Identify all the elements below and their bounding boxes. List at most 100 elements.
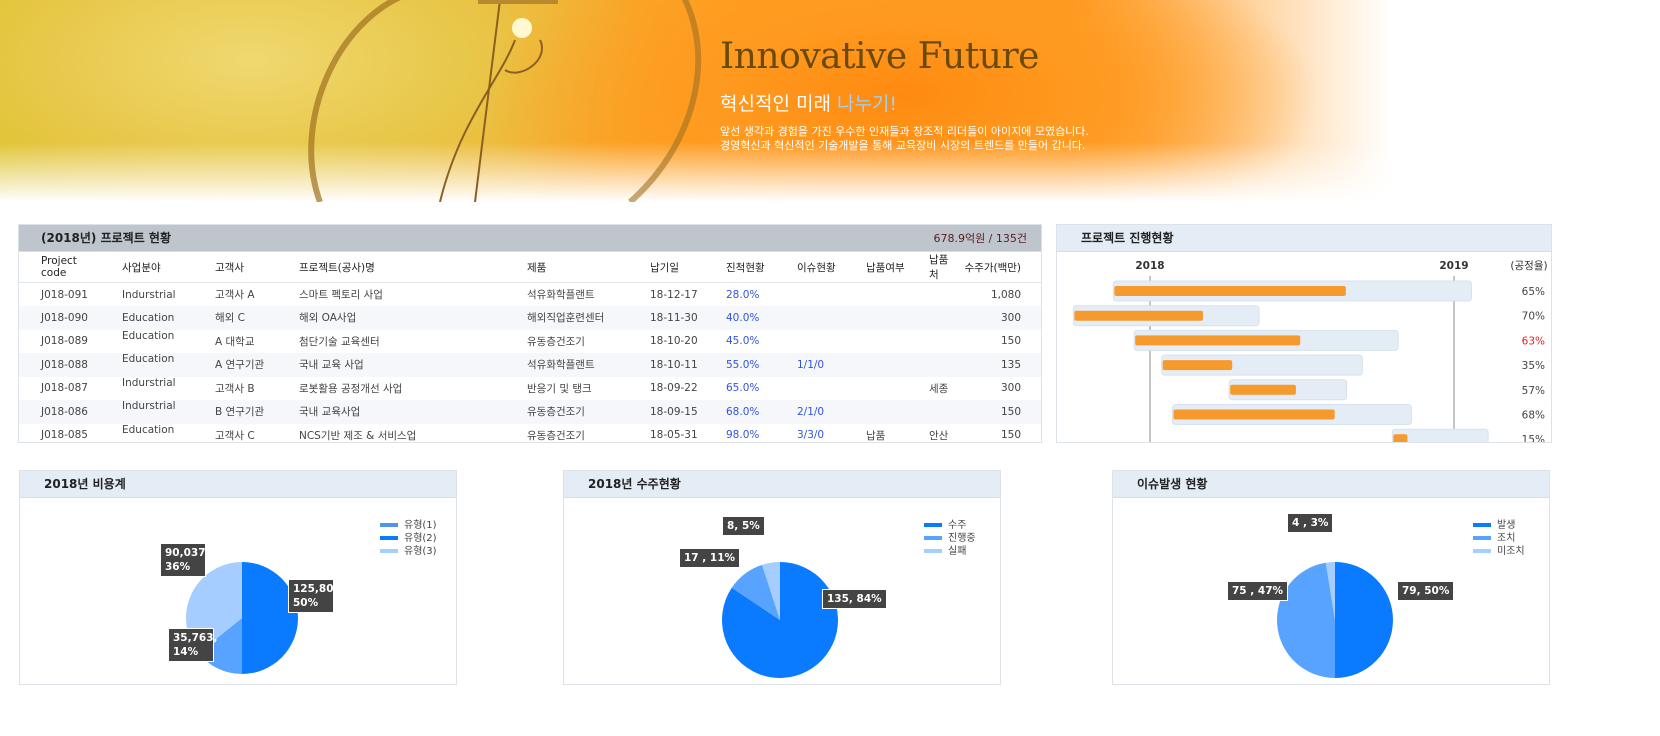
table-cell: 18-09-15 — [628, 400, 704, 424]
chart-legend: 수주 진행중 실패 — [924, 519, 976, 558]
table-cell: 유동층건조기 — [505, 400, 628, 424]
progress-percent: 70% — [1522, 311, 1545, 323]
column-header: 이슈현황 — [775, 252, 844, 283]
table-cell: A 연구기관 — [193, 353, 277, 377]
pie-slice[interactable] — [1325, 562, 1335, 620]
hero-banner: Innovative Future 혁신적인 미래 나누기! 앞선 생각과 경험… — [0, 0, 1420, 202]
table-cell: 28.0% — [726, 288, 760, 301]
column-header: 납품여부 — [844, 252, 907, 283]
table-cell: 고객사 A — [215, 289, 255, 301]
table-cell: 135 — [957, 353, 1041, 377]
table-cell — [907, 400, 957, 424]
column-header: 수주가(백만) — [957, 252, 1041, 283]
table-row[interactable]: J018-090 Education 해외 C 해외 OA사업 해외직업훈련센터 18-1… — [19, 306, 1041, 330]
table-cell — [907, 283, 957, 307]
table-row[interactable]: J018-087 Indurstrial 고객사 B 로봇활용 공정개선 사업 반응기 … — [19, 377, 1041, 401]
progress-percent: 63% — [1522, 335, 1545, 347]
legend-label: 미조치 — [1497, 546, 1525, 557]
legend-label: 실패 — [948, 546, 967, 557]
table-row[interactable]: J018-088 Education A 연구기관 국내 교육 사업 석유화학플랜트 18… — [19, 353, 1041, 377]
legend-swatch — [1473, 523, 1491, 527]
table-cell — [844, 400, 907, 424]
table-cell — [775, 377, 844, 401]
pie-chart-panel: 2018년 비용계 125,800, 50% 35,763, 14% 90,037, … — [19, 470, 457, 685]
table-cell: Indurstrial — [122, 288, 176, 301]
pie-chart-panel: 이슈발생 현황 79, 50% 75 , 47% 4 , 3% 발생 조치 미조치 — [1112, 470, 1550, 685]
table-cell: J018-087 — [41, 382, 88, 395]
legend-item[interactable]: 발생 — [1473, 519, 1525, 532]
table-cell: 해외 C — [193, 306, 277, 330]
gantt-chart: 2018 2019 (공정율) 65% 70% 63% 35% 57% 68% 15% — [1072, 260, 1548, 450]
chart-legend: 유형(1) 유형(2) 유형(3) — [380, 519, 437, 558]
progress-gantt-panel: 프로젝트 진행현황 2018 2019 (공정율) 65% 70% 63% 35% 57% 68… — [1056, 224, 1552, 450]
slice-data-label: 79, 50% — [1397, 581, 1455, 601]
pie-slice[interactable] — [762, 562, 780, 620]
table-header-row: Project code 사업분야 고객사 프로젝트(공사)명 제품 납기일 진척현황 이슈현… — [19, 252, 1041, 283]
table-cell: 18-12-17 — [650, 288, 698, 301]
legend-item[interactable]: 유형(2) — [380, 532, 437, 545]
table-cell: 반응기 및 탱크 — [527, 382, 592, 395]
progress-percent: 15% — [1522, 434, 1545, 442]
table-row[interactable]: J018-089 Education A 대학교 첨단기술 교육센터 유동층건조기 18-… — [19, 330, 1041, 354]
table-cell: Education — [100, 306, 193, 330]
table-cell: 18-09-22 — [650, 382, 698, 395]
year-label: 2018 — [1135, 260, 1164, 272]
table-cell: 45.0% — [726, 335, 760, 348]
column-header: 프로젝트(공사)명 — [277, 252, 505, 283]
table-cell: 300 — [1000, 382, 1021, 395]
chart-legend: 발생 조치 미조치 — [1473, 519, 1525, 558]
slice-data-label: 135, 84% — [822, 589, 887, 609]
legend-item[interactable]: 유형(3) — [380, 545, 437, 558]
pie-slice[interactable] — [242, 562, 298, 674]
panel-title: (2018년) 프로젝트 현황 — [41, 231, 172, 245]
pie-slice[interactable] — [1277, 562, 1335, 678]
table-row[interactable]: J018-085 Education 고객사 C NCS기반 제조 & 서비스업 유동층… — [19, 424, 1041, 448]
legend-item[interactable]: 조치 — [1473, 532, 1525, 545]
table-cell: NCS기반 제조 & 서비스업 — [299, 429, 417, 442]
slice-data-label: 125,800, 50% — [288, 579, 345, 613]
pie-slice[interactable] — [1335, 562, 1393, 678]
legend-label: 발생 — [1497, 520, 1516, 531]
column-header: 사업분야 — [100, 252, 193, 283]
project-status-panel: (2018년) 프로젝트 현황 678.9억원 / 135건 Project c… — [18, 224, 1042, 443]
table-row[interactable]: J018-091 Indurstrial 고객사 A 스마트 펙토리 사업 석유화학플랜… — [19, 283, 1041, 307]
table-cell: Indurstrial — [122, 376, 176, 389]
table-cell: 150 — [1000, 429, 1021, 442]
table-cell: 유동층건조기 — [527, 335, 585, 348]
legend-swatch — [924, 549, 942, 553]
table-row[interactable]: J018-086 Indurstrial B 연구기관 국내 교육사업 유동층건조기 18… — [19, 400, 1041, 424]
table-cell: J018-088 — [19, 353, 100, 377]
table-cell: 납품 — [866, 429, 886, 442]
table-cell: 해외 OA사업 — [277, 306, 505, 330]
slice-data-label: 90,037, 36% — [160, 543, 210, 577]
legend-item[interactable]: 수주 — [924, 519, 976, 532]
gantt-progress-bar — [1173, 409, 1335, 420]
table-cell: 스마트 펙토리 사업 — [299, 289, 383, 301]
gantt-progress-bar — [1230, 384, 1296, 395]
table-cell: 300 — [957, 306, 1041, 330]
table-cell — [844, 283, 907, 307]
column-header: 고객사 — [193, 252, 277, 283]
legend-item[interactable]: 유형(1) — [380, 519, 437, 532]
table-cell — [775, 283, 844, 307]
year-label: 2019 — [1439, 260, 1468, 272]
legend-swatch — [380, 549, 398, 553]
legend-item[interactable]: 진행중 — [924, 532, 976, 545]
table-cell — [775, 330, 844, 354]
legend-item[interactable]: 미조치 — [1473, 545, 1525, 558]
pie-chart — [1277, 562, 1393, 678]
banner-description: 앞선 생각과 경험을 가진 우수한 인재들과 창조적 리더들이 아이지에 모였습… — [720, 125, 1089, 153]
gantt-progress-bar — [1114, 286, 1346, 296]
desc-line: 앞선 생각과 경험을 가진 우수한 인재들과 창조적 리더들이 아이지에 모였습… — [720, 125, 1089, 138]
desc-line: 경영혁신과 혁신적인 기술개발을 통해 교육장비 시장의 트렌드를 만들어 갑니… — [720, 139, 1086, 152]
column-header: Project code — [19, 252, 100, 283]
legend-label: 유형(3) — [404, 546, 437, 557]
progress-percent: 65% — [1522, 286, 1545, 298]
legend-item[interactable]: 실패 — [924, 545, 976, 558]
panel-header: (2018년) 프로젝트 현황 678.9억원 / 135건 — [19, 225, 1041, 252]
table-cell: J018-086 — [19, 400, 100, 424]
pie-slice[interactable] — [731, 564, 780, 620]
column-header: 납기일 — [628, 252, 704, 283]
legend-swatch — [1473, 549, 1491, 553]
legend-swatch — [380, 536, 398, 540]
